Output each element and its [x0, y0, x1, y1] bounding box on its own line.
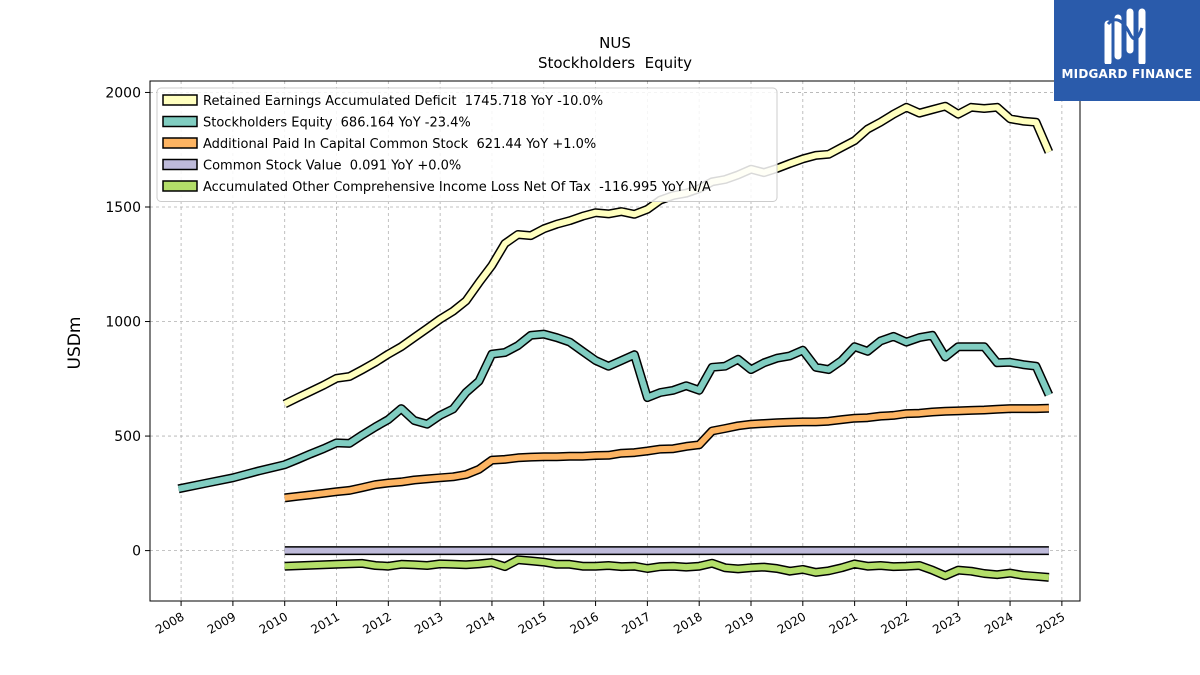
chart-title: NUS — [599, 34, 631, 52]
series-line — [177, 331, 1052, 492]
chart-subtitle: Stockholders Equity — [538, 54, 692, 72]
legend-entry: Retained Earnings Accumulated Deficit 17… — [203, 94, 603, 109]
y-tick-label: 500 — [114, 429, 141, 445]
brand-logo: MIDGARD FINANCE — [1054, 0, 1200, 101]
series-additional-paid-in-capital-common-stock — [284, 403, 1050, 503]
x-tick-label: 2017 — [619, 609, 652, 636]
x-tick-label: 2010 — [257, 609, 290, 636]
logo-text: MIDGARD FINANCE — [1061, 67, 1193, 81]
y-tick-label: 1000 — [105, 315, 141, 331]
x-tick-label: 2016 — [568, 609, 601, 636]
legend-entry: Accumulated Other Comprehensive Income L… — [203, 180, 711, 195]
legend-entry: Additional Paid In Capital Common Stock … — [203, 137, 596, 152]
legend-swatch — [162, 94, 198, 106]
x-tick-label: 2022 — [878, 609, 911, 636]
legend-swatch — [162, 137, 198, 149]
x-tick-label: 2013 — [412, 609, 445, 636]
x-tick-label: 2011 — [309, 609, 342, 636]
x-tick-label: 2012 — [360, 609, 393, 636]
x-tick-label: 2024 — [982, 609, 1015, 636]
midgard-logo-icon — [1104, 8, 1146, 64]
series-accumulated-other-comprehensive-income-loss-net-of-tax — [284, 555, 1050, 582]
series-lines — [177, 101, 1054, 582]
series-line — [284, 405, 1049, 501]
legend-swatch — [162, 158, 198, 171]
legend-box — [156, 87, 778, 202]
series-line — [284, 556, 1050, 581]
x-tick-label: 2018 — [671, 609, 704, 636]
x-tick-label: 2009 — [205, 609, 238, 636]
legend-entry: Common Stock Value 0.091 YoY +0.0% — [203, 159, 461, 174]
y-tick-label: 1500 — [105, 200, 141, 216]
x-tick-label: 2023 — [930, 609, 963, 636]
x-tick-label: 2015 — [516, 609, 549, 636]
y-tick-label: 2000 — [105, 85, 141, 101]
x-tick-label: 2019 — [723, 609, 756, 636]
x-tick-label: 2025 — [1034, 609, 1067, 636]
x-tick-label: 2008 — [153, 609, 186, 636]
legend-swatch — [162, 180, 198, 192]
y-axis-label: USDm — [65, 317, 85, 370]
x-tick-label: 2021 — [827, 609, 860, 636]
legend-swatch — [162, 115, 198, 128]
series-stockholders-equity — [177, 329, 1054, 494]
legend-entry: Stockholders Equity 686.164 YoY -23.4% — [203, 116, 471, 131]
legend: Retained Earnings Accumulated Deficit 17… — [156, 87, 778, 202]
x-tick-label: 2014 — [464, 609, 497, 636]
x-tick-label: 2020 — [775, 609, 808, 636]
plot-area-frame — [149, 80, 1081, 602]
y-tick-label: 0 — [132, 544, 141, 560]
